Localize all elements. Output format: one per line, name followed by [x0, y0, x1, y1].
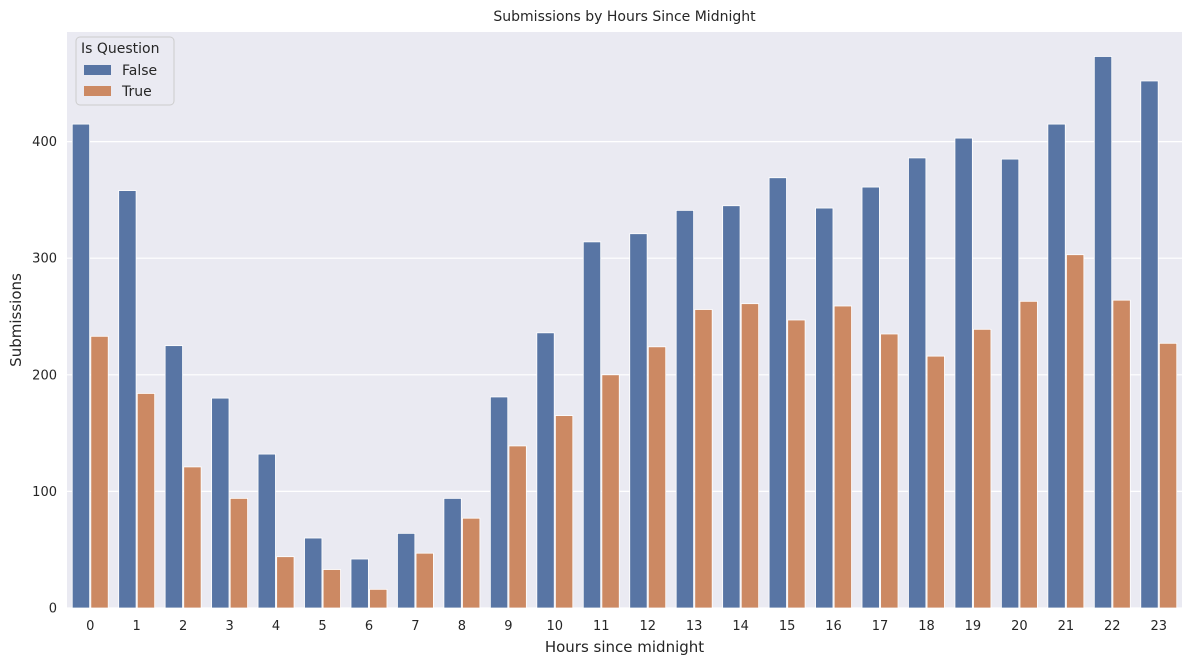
- x-tick-label: 17: [872, 619, 889, 634]
- x-tick-label: 14: [732, 619, 749, 634]
- bar-true-3: [229, 497, 248, 609]
- x-tick-label: 21: [1058, 619, 1075, 634]
- bar-false-9: [489, 396, 509, 609]
- bar-true-13: [694, 309, 713, 609]
- x-tick-label: 5: [318, 619, 326, 634]
- x-tick-labels: 0 1 2 3 4 5 6 7 8 9 10 11 12 13 14 15 16 17 18 19 20 21 22 23: [86, 619, 1167, 634]
- bar-true-22: [1112, 299, 1131, 609]
- x-tick-label: 11: [593, 619, 610, 634]
- y-tick-label: 200: [32, 368, 57, 383]
- bar-true-16: [833, 305, 852, 609]
- bar-false-20: [1001, 158, 1020, 609]
- bar-true-7: [415, 552, 434, 609]
- x-tick-label: 6: [365, 619, 373, 634]
- y-tick-label: 300: [32, 252, 57, 267]
- bar-false-16: [815, 207, 834, 609]
- bar-false-22: [1093, 56, 1113, 609]
- bar-true-9: [508, 445, 527, 609]
- bar-false-7: [397, 532, 416, 609]
- y-tick-labels: 0 100 200 300 400: [32, 135, 57, 616]
- bar-true-20: [1019, 300, 1038, 609]
- x-tick-label: 0: [86, 619, 94, 634]
- bar-true-15: [787, 319, 806, 609]
- x-tick-label: 9: [504, 619, 512, 634]
- bar-false-5: [304, 537, 323, 609]
- x-tick-label: 7: [411, 619, 419, 634]
- x-tick-label: 15: [779, 619, 796, 634]
- bar-false-2: [164, 345, 183, 609]
- x-tick-label: 20: [1011, 619, 1028, 634]
- bar-true-10: [555, 415, 574, 609]
- bar-false-17: [861, 186, 880, 609]
- bar-true-5: [322, 569, 341, 609]
- bar-true-1: [136, 393, 156, 609]
- bar-false-23: [1140, 80, 1159, 609]
- x-tick-label: 4: [272, 619, 280, 634]
- grid-lines: [67, 141, 1182, 609]
- x-tick-label: 18: [918, 619, 935, 634]
- bar-true-0: [90, 335, 109, 609]
- x-tick-label: 2: [179, 619, 187, 634]
- bar-false-1: [118, 190, 137, 609]
- plot-area: [67, 32, 1182, 608]
- x-tick-label: 23: [1150, 619, 1167, 634]
- bar-false-4: [257, 453, 276, 609]
- x-tick-label: 16: [825, 619, 842, 634]
- bar-true-11: [601, 374, 620, 609]
- x-axis-label: Hours since midnight: [545, 638, 704, 656]
- bar-false-19: [954, 137, 973, 609]
- bar-true-23: [1158, 342, 1178, 609]
- legend: Is Question False True: [75, 36, 175, 106]
- x-tick-label: 13: [686, 619, 703, 634]
- bar-false-0: [71, 123, 91, 609]
- legend-label-false: False: [122, 63, 157, 79]
- bar-false-21: [1047, 123, 1066, 609]
- bar-false-6: [350, 558, 369, 609]
- x-tick-label: 19: [965, 619, 982, 634]
- legend-title: Is Question: [81, 41, 160, 57]
- bar-false-10: [536, 332, 555, 609]
- bar-false-11: [582, 241, 602, 609]
- bar-true-8: [462, 517, 481, 609]
- bar-true-4: [276, 556, 295, 609]
- chart-title: Submissions by Hours Since Midnight: [493, 9, 756, 25]
- x-tick-label: 10: [547, 619, 564, 634]
- bar-true-17: [880, 333, 899, 609]
- x-tick-label: 1: [133, 619, 141, 634]
- bar-false-13: [675, 209, 694, 609]
- legend-label-true: True: [121, 84, 152, 100]
- x-tick-label: 8: [458, 619, 466, 634]
- y-tick-label: 100: [32, 485, 57, 500]
- bar-true-12: [647, 346, 667, 609]
- bar-false-8: [443, 497, 462, 609]
- y-tick-label: 0: [49, 602, 57, 617]
- bar-true-6: [369, 588, 388, 609]
- x-tick-label: 3: [225, 619, 233, 634]
- bar-true-19: [973, 328, 992, 609]
- x-tick-label: 22: [1104, 619, 1121, 634]
- y-tick-label: 400: [32, 135, 57, 150]
- bar-true-2: [183, 466, 202, 609]
- x-tick-label: 12: [639, 619, 656, 634]
- bar-false-15: [768, 177, 787, 609]
- y-axis-label: Submissions: [7, 273, 25, 367]
- bar-false-12: [629, 233, 648, 609]
- legend-swatch-true: [84, 86, 111, 96]
- bar-true-21: [1066, 254, 1085, 609]
- bars: [71, 56, 1178, 609]
- legend-swatch-false: [84, 65, 111, 75]
- bar-false-14: [722, 205, 741, 609]
- bar-false-18: [908, 157, 927, 609]
- bar-true-18: [926, 355, 945, 609]
- bar-true-14: [740, 303, 760, 609]
- bar-false-3: [211, 397, 230, 609]
